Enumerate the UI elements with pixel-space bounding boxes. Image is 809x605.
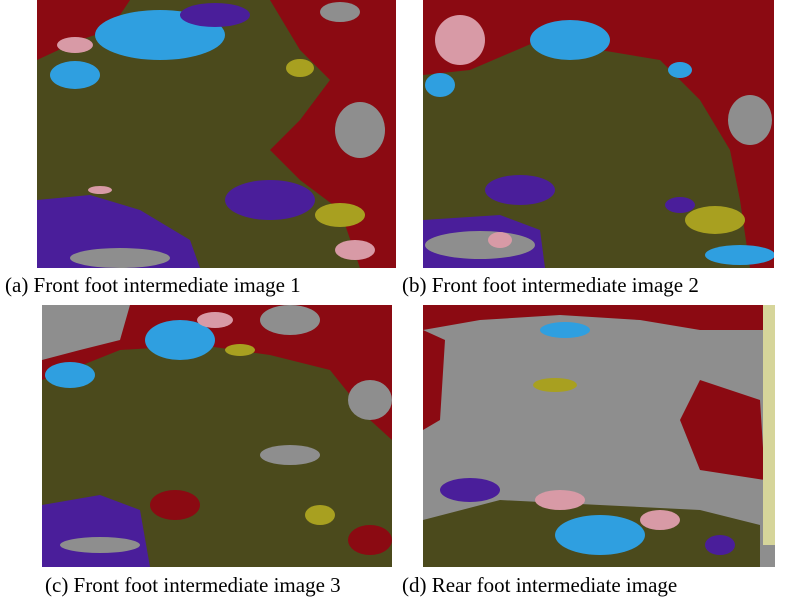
caption: (b) Front foot intermediate image 2 <box>402 273 699 297</box>
figure-images <box>0 0 809 605</box>
segmentation-image-d <box>423 305 775 567</box>
segmentation-image-b <box>423 0 775 268</box>
caption: (c) Front foot intermediate image 3 <box>45 573 341 597</box>
segmentation-image-a <box>37 0 396 268</box>
caption: (a) Front foot intermediate image 1 <box>5 273 301 297</box>
segmentation-image-c <box>42 305 392 567</box>
figure-page: (a) Front foot intermediate image 1 (b) … <box>0 0 809 605</box>
caption: (d) Rear foot intermediate image <box>402 573 677 597</box>
